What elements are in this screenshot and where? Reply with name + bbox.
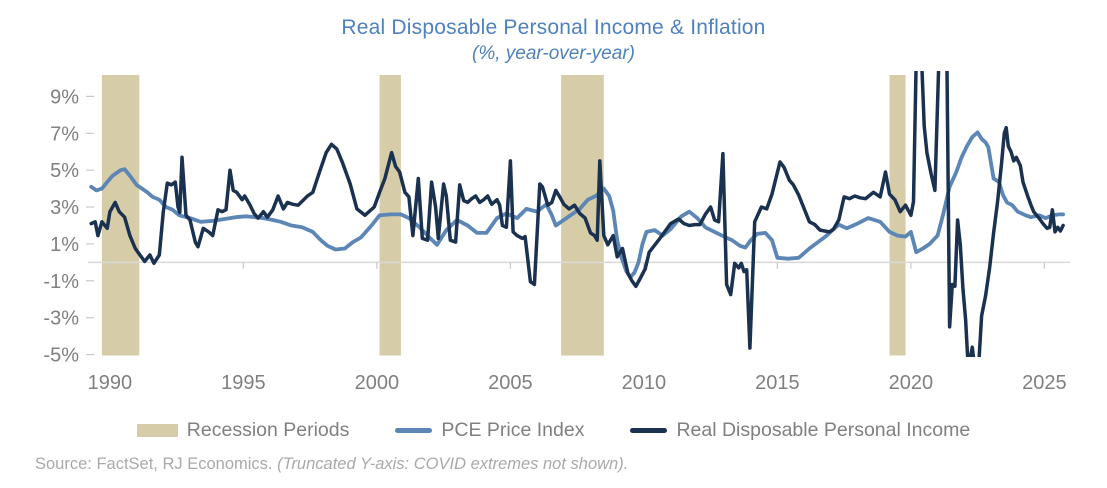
chart-title: Real Disposable Personal Income & Inflat… [341,16,766,39]
legend-item-rdpi: Real Disposable Personal Income [630,419,970,442]
x-tick-label: 1995 [221,372,266,394]
y-tick-label: 9% [50,86,79,108]
legend-item-recession: Recession Periods [136,419,350,442]
x-tick-label: 1990 [88,372,133,394]
legend-label-pce: PCE Price Index [441,419,585,441]
series-rdpi-line [89,71,1065,357]
recession-band [889,75,906,356]
x-tick-label: 2005 [488,372,533,394]
x-tick-label: 2010 [622,372,667,394]
x-tick-label: 2025 [1022,372,1067,394]
series-group [89,71,1065,357]
x-tick-label: 2020 [889,372,934,394]
y-tick-label: -5% [43,345,79,367]
x-tick-label: 2015 [755,372,800,394]
rdpi-line-swatch-icon [630,428,668,433]
y-tick-label: -3% [43,308,79,330]
chart-subtitle: (%, year-over-year) [472,43,635,64]
chart-legend: Recession Periods PCE Price Index Real Dis… [0,419,1107,442]
y-tick-label: 5% [50,160,79,182]
source-text: Source: FactSet, RJ Economics. [35,455,278,473]
y-tick-label: 1% [50,234,79,256]
source-note-italic: (Truncated Y-axis: COVID extremes not sh… [277,455,629,473]
y-tick-label: 7% [50,123,79,145]
legend-label-rdpi: Real Disposable Personal Income [676,419,971,441]
x-tick-label: 2000 [355,372,400,394]
legend-label-recession: Recession Periods [186,419,350,441]
recession-swatch-icon [136,424,178,437]
source-note: Source: FactSet, RJ Economics. (Truncate… [35,455,628,474]
pce-line-swatch-icon [395,428,433,433]
legend-item-pce: PCE Price Index [395,419,584,442]
chart-canvas: 9% 7% 5% 3% 1% -1% -3% -5% 1990 1995 2000 2005 2010 2… [43,71,1070,394]
y-tick-label: -1% [43,271,79,293]
y-tick-label: 3% [50,197,79,219]
